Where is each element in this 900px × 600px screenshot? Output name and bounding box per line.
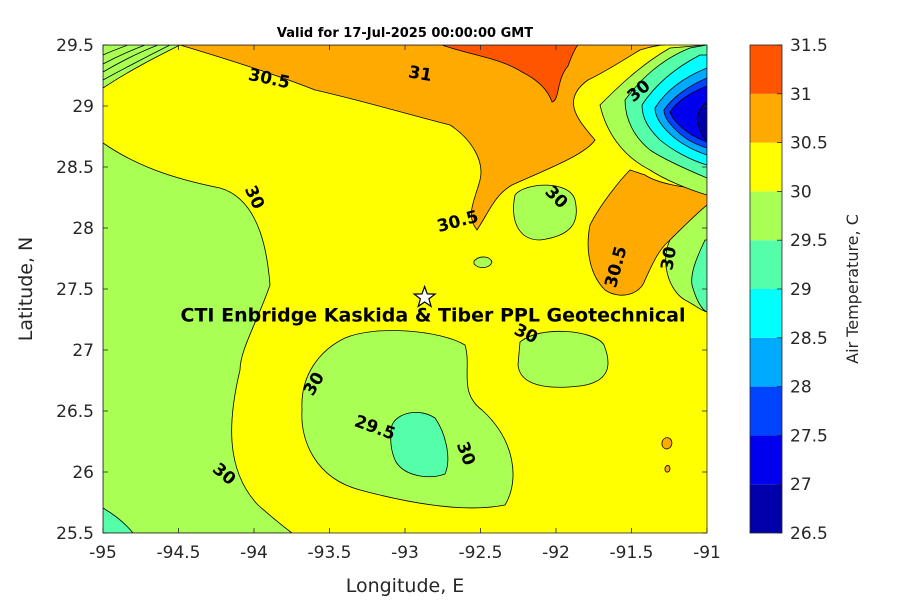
region-level-29-5-center-east xyxy=(513,184,577,241)
y-tick-label: 27 xyxy=(72,341,94,361)
site-label: CTI Enbridge Kaskida & Tiber PPL Geotech… xyxy=(181,305,686,327)
x-tick-label: -91 xyxy=(693,543,721,563)
x-tick-label: -92.5 xyxy=(459,543,503,563)
colorbar-segment xyxy=(750,386,782,436)
region-level-29-ne xyxy=(103,507,134,533)
y-tick-label: 25.5 xyxy=(56,524,94,544)
colorbar-ticks: 31.5 31 30.5 30 29.5 29 28.5 28 27.5 27 26.5 xyxy=(777,36,828,544)
region-cool-ne-26-5 xyxy=(696,101,707,141)
x-tick-label: -94.5 xyxy=(157,543,201,563)
site-star-icon xyxy=(412,284,437,308)
colorbar-tick-label: 27.5 xyxy=(790,426,828,446)
x-axis-label: Longitude, E xyxy=(346,575,465,597)
colorbar-segment xyxy=(750,93,782,143)
colorbar-tick-label: 26.5 xyxy=(790,524,828,544)
y-tick-label: 26.5 xyxy=(56,402,94,422)
colorbar-segment xyxy=(750,337,782,387)
y-tick-label: 28.5 xyxy=(56,158,94,178)
region-level-31-north xyxy=(441,45,579,103)
chart-title: Valid for 17-Jul-2025 00:00:00 GMT xyxy=(277,26,533,41)
colorbar-label: Air Temperature, C xyxy=(843,214,862,364)
region-level-29-south xyxy=(390,411,449,478)
region-cool-ne-27 xyxy=(669,85,707,143)
colorbar-tick-label: 29 xyxy=(790,280,812,300)
x-tick-label: -92 xyxy=(542,543,570,563)
colorbar-tick-label: 30.5 xyxy=(790,134,828,154)
colorbar-tick-label: 28 xyxy=(790,378,812,398)
colorbar-tick-label: 31.5 xyxy=(790,36,828,56)
contour-label: 31 xyxy=(407,62,434,86)
region-small-spot-east xyxy=(661,437,673,450)
colorbar-segment xyxy=(750,484,782,533)
region-level-29-5-east xyxy=(517,330,609,388)
colorbar xyxy=(750,45,782,533)
y-tick-label: 26 xyxy=(72,463,94,483)
y-tick-label: 29.5 xyxy=(56,36,94,56)
y-tick-label: 28 xyxy=(72,219,94,239)
colorbar-tick-label: 31 xyxy=(790,85,812,105)
contour-fill-layer xyxy=(103,45,707,533)
region-level-30-5-north xyxy=(179,45,666,231)
y-tick-label: 27.5 xyxy=(56,280,94,300)
colorbar-segment xyxy=(750,289,782,338)
x-tick-label: -95 xyxy=(89,543,117,563)
colorbar-tick-label: 27 xyxy=(790,475,812,495)
region-nw-corner-cool xyxy=(103,45,181,89)
nw-corner-contour-lines xyxy=(103,45,171,81)
x-tick-label: -93 xyxy=(391,543,419,563)
contour-label: 30 xyxy=(657,245,681,272)
x-axis-ticks: -95 -94.5 -94 -93.5 -93 -92.5 -92 -91.5 -91 xyxy=(89,45,721,563)
colorbar-segment xyxy=(750,191,782,241)
x-tick-label: -93.5 xyxy=(308,543,352,563)
colorbar-tick-label: 28.5 xyxy=(790,329,828,349)
colorbar-tick-label: 30 xyxy=(790,182,812,202)
region-level-29-5-west xyxy=(103,142,293,533)
y-tick-label: 29 xyxy=(72,97,94,117)
region-level-29-ne-corner xyxy=(691,239,707,313)
colorbar-segment xyxy=(750,45,782,94)
x-tick-label: -91.5 xyxy=(610,543,654,563)
y-axis-ticks: 29.5 29 28.5 28 27.5 27 26.5 26 25.5 xyxy=(56,36,707,544)
colorbar-segment xyxy=(750,435,782,485)
y-axis-label: Latitude, N xyxy=(15,237,37,342)
x-tick-label: -94 xyxy=(240,543,268,563)
region-level-29-5-small xyxy=(473,256,493,268)
region-small-spot-east-2 xyxy=(664,465,671,473)
colorbar-tick-label: 29.5 xyxy=(790,231,828,251)
colorbar-segment xyxy=(750,142,782,192)
site-marker: CTI Enbridge Kaskida & Tiber PPL Geotech… xyxy=(181,284,686,327)
colorbar-segment xyxy=(750,240,782,289)
